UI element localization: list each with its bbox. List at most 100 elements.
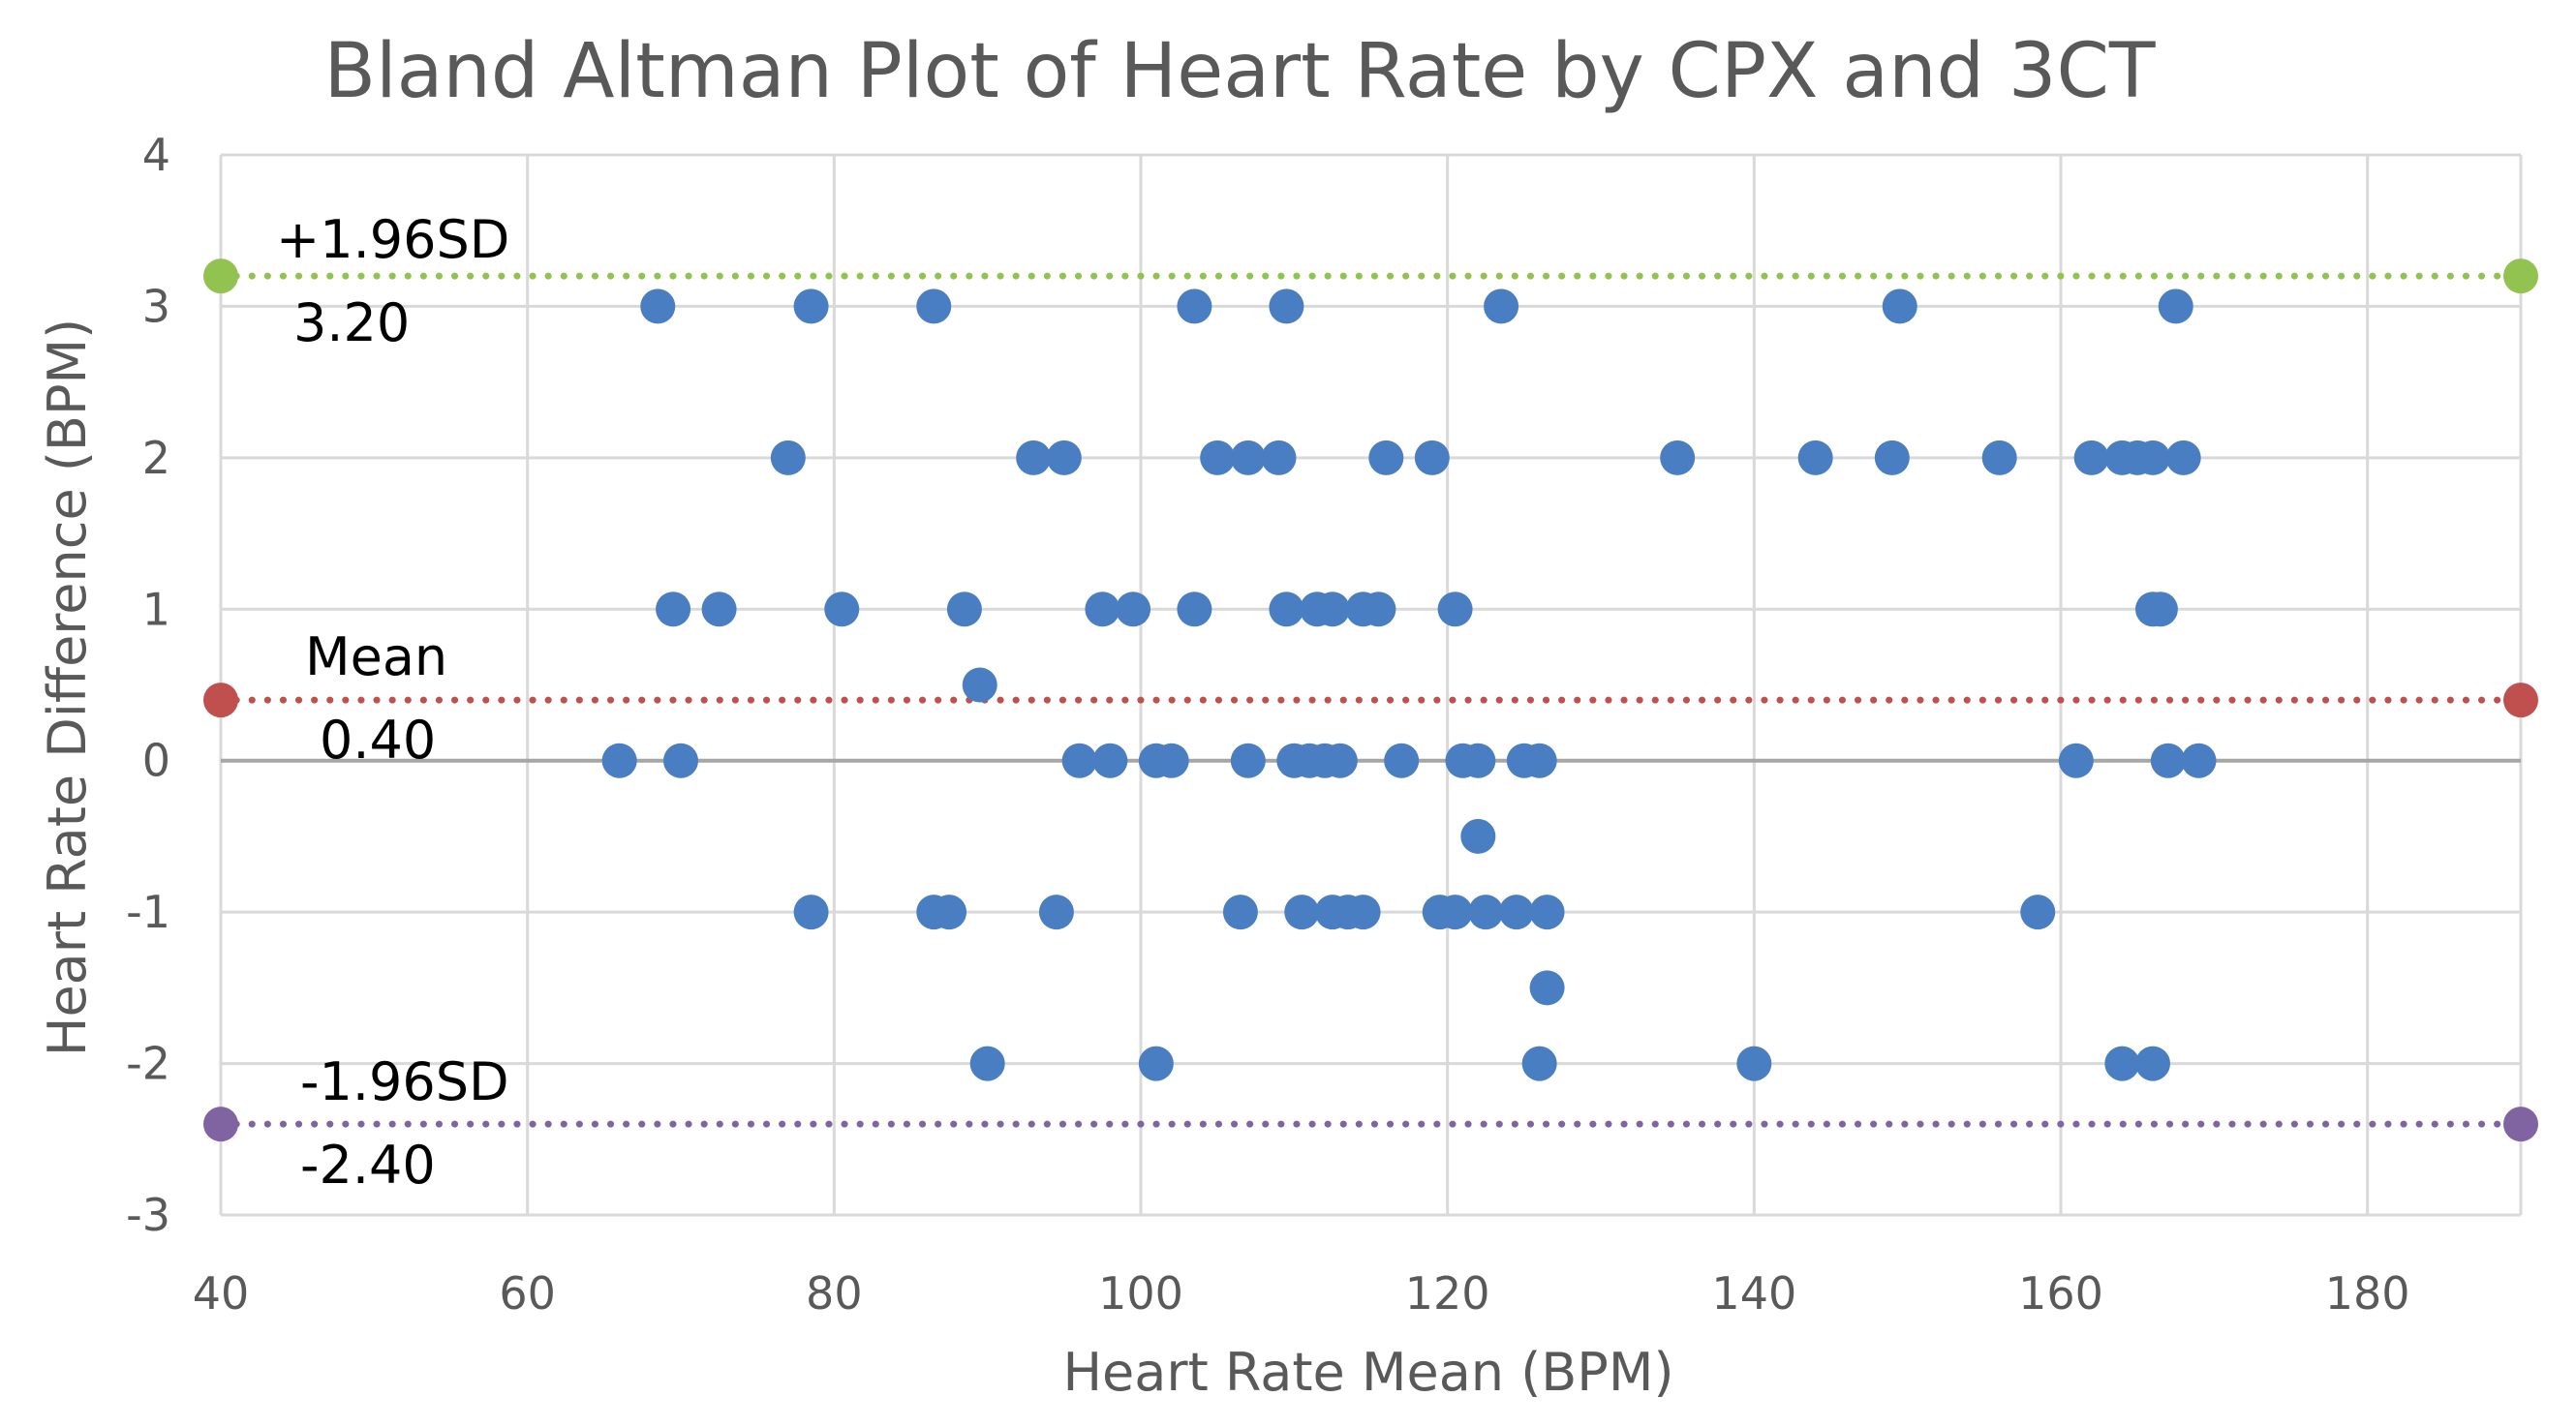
data-points-layer [601,288,2217,1081]
y-tick-label: -1 [126,886,170,938]
data-point [640,288,676,324]
data-point [1046,440,1082,475]
data-point [2150,743,2186,778]
data-point [1322,743,1358,778]
data-point [1882,288,1917,324]
data-point [932,895,967,930]
data-point [793,288,829,324]
data-point [2058,743,2094,778]
data-point [1361,592,1396,627]
data-point [1437,592,1473,627]
data-point [1736,1046,1772,1081]
chart-title: Bland Altman Plot of Heart Rate by CPX a… [323,28,2155,115]
data-point [1529,895,1565,930]
y-tick-label: 3 [142,280,170,332]
y-tick-label: -3 [126,1189,170,1241]
data-point [1314,592,1350,627]
x-tick-label: 180 [2325,1267,2410,1320]
data-point [1345,895,1381,930]
y-tick-label: 1 [142,583,170,635]
lower-limit-value: -2.40 [300,1135,436,1196]
data-point [1529,970,1565,1006]
data-point [701,592,737,627]
data-point [1468,895,1504,930]
data-point [1016,440,1052,475]
data-point [656,592,691,627]
upper-limit-endpoint-right [2503,258,2538,294]
data-point [1230,440,1266,475]
x-tick-label: 60 [499,1267,556,1320]
data-point [601,743,637,778]
data-point [1222,895,1258,930]
data-point [1153,743,1189,778]
data-point [2104,1046,2140,1081]
x-tick-label: 80 [806,1267,863,1320]
data-point [1460,743,1496,778]
x-tick-label: 120 [1405,1267,1490,1320]
data-point [1284,895,1320,930]
data-point [1384,743,1420,778]
x-tick-label: 140 [1711,1267,1796,1320]
mean-endpoint-right [2503,683,2538,718]
data-point [2181,743,2217,778]
data-point [1200,440,1236,475]
data-point [824,592,860,627]
upper-limit-endpoint-left [203,258,238,294]
data-point [793,895,829,930]
data-point [1414,440,1450,475]
data-point [1874,440,1910,475]
data-point [1460,818,1496,854]
data-point [1484,288,1519,324]
x-tick-label: 160 [2018,1267,2103,1320]
data-point [1261,440,1297,475]
y-tick-label: 2 [142,432,170,484]
data-point [1498,895,1534,930]
data-point [1269,288,1304,324]
data-point [1038,895,1074,930]
tick-labels-layer: 40 60 80 100 120 140 160 180 -3 -2 -1 0 1 2 3 4 [126,129,2409,1320]
lower-limit-label: -1.96SD [300,1051,509,1112]
data-point [1521,1046,1557,1081]
x-tick-label: 100 [1098,1267,1183,1320]
data-point [2142,592,2178,627]
lower-limit-endpoint-left [203,1107,238,1142]
data-point [2135,440,2170,475]
data-point [2158,288,2193,324]
data-point [1521,743,1557,778]
data-point [1092,743,1128,778]
y-tick-label: -2 [126,1038,170,1090]
y-axis-label: Heart Rate Difference (BPM) [37,319,98,1056]
data-point [663,743,698,778]
mean-value: 0.40 [320,710,436,771]
data-point [1177,592,1212,627]
data-point [1138,1046,1174,1081]
x-tick-label: 40 [193,1267,250,1320]
data-point [1116,592,1151,627]
data-point [946,592,982,627]
upper-limit-label: +1.96SD [276,209,509,270]
data-point [1177,288,1212,324]
data-point [969,1046,1005,1081]
data-point [1230,743,1266,778]
data-point [2020,895,2056,930]
data-point [2073,440,2109,475]
data-point [1981,440,2017,475]
data-point [1437,895,1473,930]
y-tick-label: 0 [142,735,170,787]
reference-lines-layer [203,258,2538,1142]
data-point [2165,440,2201,475]
lower-limit-endpoint-right [2503,1107,2538,1142]
mean-endpoint-left [203,683,238,718]
data-point [1061,743,1097,778]
data-point [916,288,952,324]
data-point [1269,592,1304,627]
data-point [962,667,997,703]
upper-limit-value: 3.20 [293,292,410,353]
data-point [1085,592,1120,627]
mean-label: Mean [305,626,447,687]
data-point [2135,1046,2170,1081]
data-point [1660,440,1696,475]
data-point [1368,440,1404,475]
